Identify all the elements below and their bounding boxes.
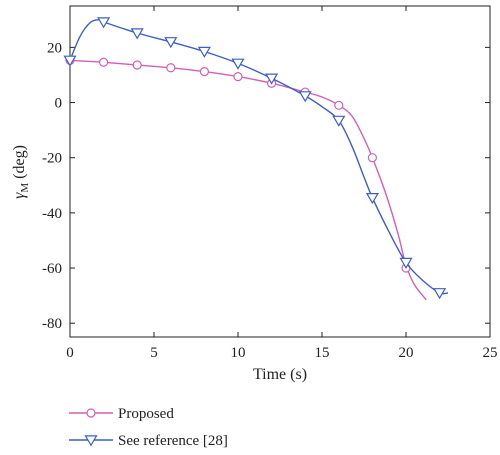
y-tick-label: -20 <box>42 151 62 167</box>
data-point <box>63 55 77 67</box>
legend-label: See reference [28] <box>118 433 228 449</box>
data-point <box>166 63 176 73</box>
y-tick-label: 20 <box>47 40 62 56</box>
data-point <box>164 37 178 49</box>
x-tick-label: 5 <box>150 345 158 361</box>
data-point <box>265 73 279 85</box>
data-point <box>399 257 413 269</box>
y-axis-title-symbol: γ <box>11 192 28 199</box>
data-point <box>233 72 243 82</box>
x-axis-title: Time (s) <box>253 366 307 383</box>
data-point <box>130 28 144 40</box>
y-axis-title-subscript: M <box>19 183 31 193</box>
y-axis-title: γM (deg) <box>11 145 31 199</box>
data-point <box>332 115 346 127</box>
legend-item: Proposed <box>69 406 174 422</box>
x-tick-label: 15 <box>315 345 330 361</box>
y-tick-label: -80 <box>42 316 62 332</box>
y-tick-label: -40 <box>42 206 62 222</box>
series-layer <box>63 17 449 301</box>
data-point <box>367 153 377 163</box>
legend-marker <box>86 408 96 418</box>
y-tick-label: -60 <box>42 261 62 277</box>
data-point <box>197 46 211 58</box>
data-point <box>231 58 245 70</box>
series-reference <box>63 17 449 300</box>
data-point <box>334 100 344 110</box>
data-point <box>365 193 379 205</box>
x-tick-label: 25 <box>483 345 498 361</box>
data-point <box>298 91 312 103</box>
x-tick-label: 10 <box>231 345 246 361</box>
data-point <box>199 67 209 77</box>
legend-item: See reference [28] <box>69 433 228 449</box>
legend-label: Proposed <box>118 406 174 422</box>
data-point <box>98 57 109 67</box>
data-point <box>433 288 447 300</box>
x-tick-label: 0 <box>66 345 74 361</box>
y-axis: 20 0 -20 -40 -60 -80 <box>42 40 490 332</box>
data-point <box>97 17 111 29</box>
legend: Proposed See reference [28] <box>69 406 228 449</box>
data-point <box>132 60 142 70</box>
plot-frame <box>69 5 491 338</box>
legend-marker <box>84 435 98 447</box>
x-axis: 0 5 10 15 20 25 <box>66 6 498 361</box>
series-proposed <box>65 55 427 301</box>
x-tick-label: 20 <box>399 345 414 361</box>
y-tick-label: 0 <box>55 96 63 112</box>
y-axis-title-unit: (deg) <box>11 145 28 183</box>
plot-area <box>69 5 491 338</box>
